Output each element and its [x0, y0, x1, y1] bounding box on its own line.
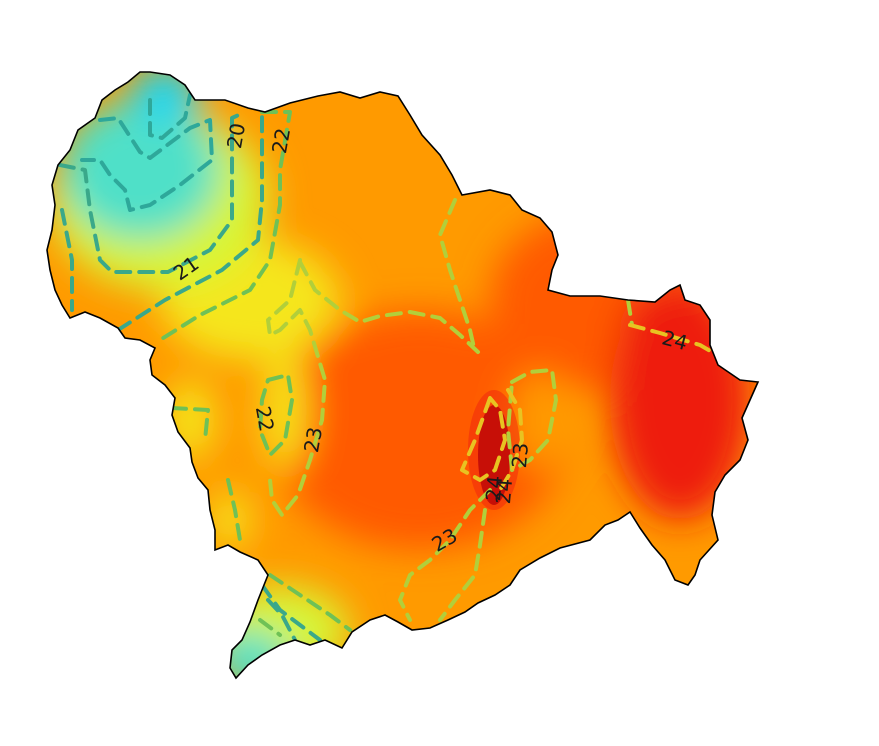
contour-label: 23 — [299, 425, 327, 454]
southwest-patch — [210, 490, 250, 550]
contour-label: 22 — [251, 404, 279, 433]
south-cooler — [210, 630, 290, 690]
contour-label: 20 — [222, 121, 250, 150]
contour-label: 22 — [267, 126, 295, 155]
contour-label: 24 — [491, 478, 517, 505]
east-hot-b — [620, 290, 700, 370]
contour-label: 23 — [507, 442, 533, 469]
